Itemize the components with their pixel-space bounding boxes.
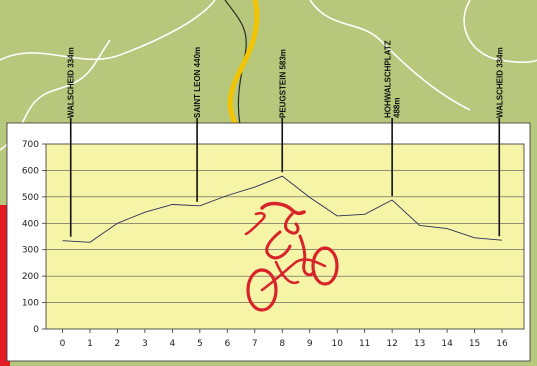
y-tick-label: 0 [33,325,39,335]
series-line-0 [62,175,503,243]
x-tick-label: 7 [252,339,258,349]
x-tick-label: 9 [307,339,313,349]
x-tick-label: 11 [359,339,370,349]
y-tick-label: 400 [22,219,39,229]
x-tick-label: 0 [60,339,66,349]
map-contour-3 [309,0,471,111]
y-tick-label: 600 [22,166,39,176]
map-contour-4 [463,0,537,63]
x-tick-label: 13 [414,339,425,349]
annotation-label: SAINT LEON 440m [193,47,202,118]
x-axis: 0 1 2 3 4 5 6 7 8 9 10 11 12 13 14 15 16 [60,329,508,349]
x-tick-label: 5 [197,339,203,349]
cyclist-icon [244,201,339,312]
x-tick-label: 2 [115,339,121,349]
place-annotations: WALSCHEID 334m SAINT LEON 440m PEUGSTEIN 5… [67,40,504,237]
x-tick-label: 3 [142,339,148,349]
map-route [227,0,260,127]
plot-area [45,143,525,330]
x-tick-label: 4 [170,339,176,349]
x-tick-label: 16 [496,339,508,349]
x-tick-label: 12 [386,339,397,349]
map-contour-1 [0,0,216,61]
y-tick-label: 500 [22,193,39,203]
x-tick-label: 14 [441,339,453,349]
side-tab [0,205,10,366]
y-tick-label: 200 [22,272,39,282]
x-tick-label: 10 [331,339,343,349]
y-tick-label: 700 [22,140,39,150]
annotation-label: HOHWALSCHPLATZ [384,40,393,118]
x-tick-label: 1 [87,339,93,349]
y-tick-label: 100 [22,299,39,309]
annotation-label: PEUGSTEIN 583m [278,49,287,118]
x-tick-label: 15 [469,339,480,349]
annotation-label: WALSCHEID 334m [495,47,504,118]
x-tick-label: 6 [224,339,230,349]
y-axis: 0 100 200 300 400 500 600 700 [22,140,46,335]
annotation-label: 488m [393,98,402,118]
x-tick-label: 8 [279,339,285,349]
y-tick-label: 300 [22,246,39,256]
annotation-label: WALSCHEID 334m [67,47,76,118]
